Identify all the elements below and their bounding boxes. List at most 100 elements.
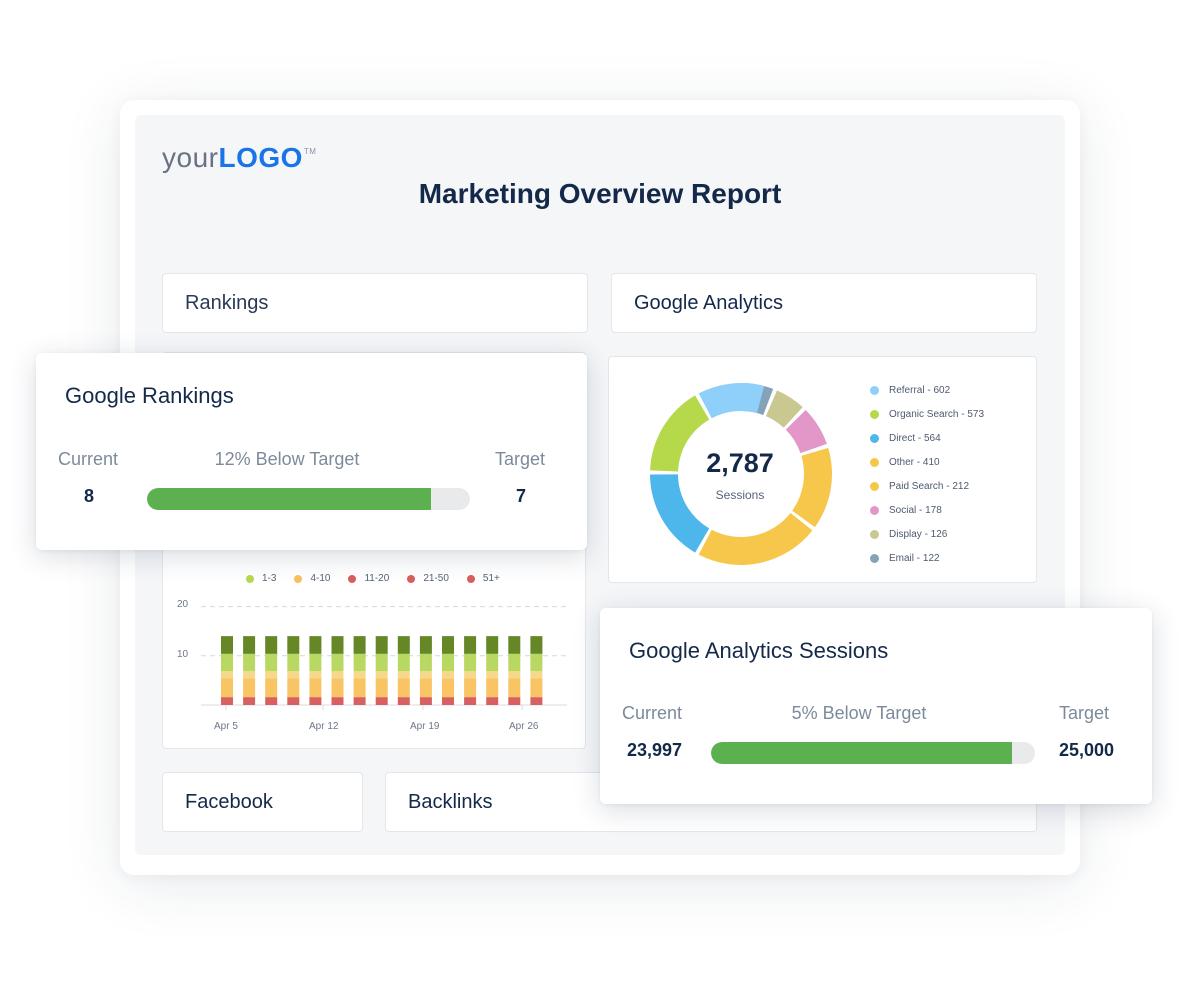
- ga-sessions-title: Google Analytics Sessions: [629, 638, 889, 663]
- bar-apr-8[interactable]: [287, 636, 300, 705]
- current-value: 23,997: [627, 740, 683, 760]
- legend-label: Other - 410: [889, 456, 940, 468]
- donut-legend: Referral - 602 Organic Search - 573 Direct…: [870, 378, 984, 570]
- donut-segment-other[interactable]: [698, 513, 813, 565]
- y-tick-10: 10: [177, 649, 189, 660]
- current-value: 8: [84, 486, 95, 506]
- rankings-chart-legend: 1-3 4-10 11-20 21-50 51+: [246, 573, 518, 584]
- bar-apr-10[interactable]: [331, 636, 344, 705]
- logo-prefix: your: [162, 142, 219, 173]
- bar-apr-11[interactable]: [353, 636, 366, 705]
- legend-dot-icon: [870, 481, 879, 491]
- current-label: Current: [58, 449, 119, 469]
- legend-label: Referral - 602: [889, 384, 951, 396]
- donut-total-label: Sessions: [715, 488, 765, 502]
- bar-apr-19[interactable]: [530, 636, 543, 705]
- sessions-progress-bar: [711, 742, 1035, 764]
- logo-trademark: TM: [303, 147, 317, 156]
- section-rankings[interactable]: Rankings: [162, 273, 588, 333]
- google-rankings-card: Google Rankings Current 12% Below Target…: [36, 353, 587, 550]
- bar-apr-6[interactable]: [243, 636, 256, 705]
- legend-dot-icon: [348, 574, 357, 583]
- bar-apr-15[interactable]: [442, 636, 454, 705]
- legend-item[interactable]: Paid Search - 212: [870, 474, 984, 498]
- donut-segment-direct[interactable]: [650, 474, 710, 553]
- donut-segment-organic-search[interactable]: [650, 395, 710, 472]
- bar-apr-14[interactable]: [419, 636, 432, 705]
- rankings-bar-chart: [201, 606, 567, 710]
- bar-apr-17[interactable]: [486, 636, 499, 705]
- bar-legend-item[interactable]: 21-50: [407, 573, 449, 584]
- target-value: 25,000: [1059, 740, 1115, 760]
- legend-dot-icon: [246, 574, 254, 583]
- bar-apr-9[interactable]: [309, 636, 322, 705]
- legend-dot-icon: [466, 574, 475, 583]
- target-status: 5% Below Target: [791, 703, 927, 723]
- y-tick-20: 20: [177, 599, 189, 610]
- legend-label: Direct - 564: [889, 432, 941, 444]
- legend-item[interactable]: Email - 122: [870, 546, 984, 570]
- bar-legend-item[interactable]: 1-3: [246, 573, 276, 584]
- bar-apr-12[interactable]: [375, 636, 388, 705]
- legend-dot-icon: [870, 433, 879, 443]
- section-facebook[interactable]: Facebook: [162, 772, 363, 832]
- legend-dot-icon: [870, 505, 879, 515]
- section-google-analytics[interactable]: Google Analytics: [611, 273, 1037, 333]
- legend-label: Paid Search - 212: [889, 480, 970, 492]
- progress-fill: [711, 742, 1013, 764]
- legend-dot-icon: [870, 409, 879, 419]
- bar-legend-item[interactable]: 11-20: [348, 573, 389, 584]
- donut-segment-display[interactable]: [765, 390, 803, 428]
- legend-item[interactable]: Organic Search - 573: [870, 402, 984, 426]
- legend-item[interactable]: Other - 410: [870, 450, 984, 474]
- legend-label: Display - 126: [889, 528, 948, 540]
- current-label: Current: [622, 703, 683, 723]
- bar-legend-label: 1-3: [262, 573, 277, 584]
- section-backlinks-label: Backlinks: [408, 790, 493, 813]
- bar-legend-item[interactable]: 4-10: [294, 573, 330, 584]
- target-label: Target: [495, 449, 546, 469]
- bar-apr-18[interactable]: [508, 636, 521, 705]
- legend-item[interactable]: Direct - 564: [870, 426, 984, 450]
- legend-dot-icon: [294, 574, 303, 583]
- page-title: Marketing Overview Report: [418, 178, 782, 209]
- donut-segment-referral[interactable]: [698, 383, 765, 419]
- ga-sessions-card: Google Analytics Sessions Current 5% Bel…: [600, 608, 1152, 804]
- legend-dot-icon: [870, 553, 879, 563]
- legend-item[interactable]: Social - 178: [870, 498, 984, 522]
- x-tick-label: Apr 12: [309, 721, 339, 732]
- x-tick-label: Apr 26: [509, 721, 539, 732]
- bar-apr-5[interactable]: [221, 636, 233, 705]
- section-google-analytics-label: Google Analytics: [634, 291, 783, 314]
- donut-total-value: 2,787: [706, 448, 774, 478]
- legend-dot-icon: [870, 529, 879, 539]
- bar-apr-16[interactable]: [464, 636, 477, 705]
- legend-item[interactable]: Referral - 602: [870, 378, 984, 402]
- legend-dot-icon: [870, 385, 879, 395]
- bar-legend-label: 51+: [482, 573, 500, 584]
- legend-label: Email - 122: [889, 552, 940, 564]
- logo-brand: LOGO: [218, 142, 303, 173]
- sessions-donut-chart: [650, 383, 832, 565]
- progress-fill: [147, 488, 432, 510]
- donut-segment-social[interactable]: [785, 409, 827, 454]
- sessions-donut-card: [608, 356, 1037, 583]
- x-tick-label: Apr 19: [410, 721, 440, 732]
- google-rankings-title: Google Rankings: [65, 383, 234, 408]
- bar-legend-item[interactable]: 51+: [466, 573, 500, 584]
- bar-legend-label: 4-10: [310, 573, 331, 584]
- legend-label: Social - 178: [889, 504, 942, 516]
- x-tick-label: Apr 5: [214, 721, 238, 732]
- section-rankings-label: Rankings: [185, 291, 269, 314]
- bar-legend-label: 11-20: [364, 573, 390, 584]
- legend-label: Organic Search - 573: [889, 408, 985, 420]
- legend-item[interactable]: Display - 126: [870, 522, 984, 546]
- legend-dot-icon: [870, 457, 879, 467]
- bar-apr-13[interactable]: [397, 636, 410, 705]
- legend-dot-icon: [407, 574, 416, 583]
- target-label: Target: [1059, 703, 1110, 723]
- bar-apr-7[interactable]: [265, 636, 278, 705]
- section-facebook-label: Facebook: [185, 790, 273, 813]
- donut-segment-paid-search[interactable]: [792, 447, 832, 528]
- target-value: 7: [516, 486, 527, 506]
